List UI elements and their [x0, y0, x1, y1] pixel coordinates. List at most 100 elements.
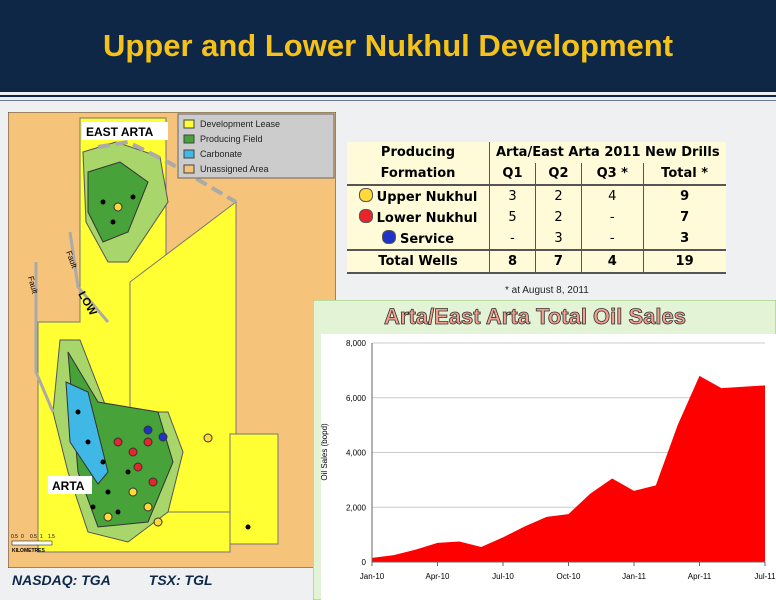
- cell-text: 4: [608, 189, 617, 204]
- table-cell: 2: [534, 185, 582, 207]
- well-markers: [103, 202, 213, 527]
- chart: Arta/East Arta Total Oil Sales Oil Sales…: [313, 300, 776, 600]
- table-row: Upper Nukhul 3 2 4 9: [347, 185, 726, 207]
- cell-text: 7: [553, 254, 563, 269]
- table-cell: 7: [534, 249, 582, 274]
- scale-label: 1: [40, 534, 43, 540]
- cell-text: 3: [554, 231, 563, 246]
- table-cell: 2: [534, 207, 582, 228]
- legend-swatch: [183, 164, 195, 174]
- scale-unit: KILOMETRES: [12, 548, 45, 554]
- cell-text: 19: [675, 254, 694, 269]
- table-cell: 19: [642, 249, 726, 274]
- cell-text: -: [609, 231, 615, 246]
- chart-title: Arta/East Arta Total Oil Sales: [384, 304, 686, 329]
- header-cell: Producing: [347, 142, 490, 163]
- cell-text: Service: [399, 232, 455, 247]
- rule: [0, 100, 776, 101]
- table-row: Total Wells 8 7 4 19: [347, 249, 726, 274]
- ticker: NASDAQ: TGA: [12, 572, 111, 588]
- legend-swatch: [183, 119, 195, 129]
- table-cell: 3: [642, 228, 726, 250]
- cell-text: 3: [680, 231, 690, 246]
- cell-text: 3: [508, 189, 517, 204]
- x-tick-label: Oct-10: [556, 572, 581, 581]
- y-tick-label: 4,000: [346, 449, 367, 458]
- map: Development Lease Producing Field Carbon…: [8, 112, 336, 568]
- cell-text: -: [510, 231, 515, 246]
- scale-label: 1.5: [48, 534, 55, 540]
- cell-text: 8: [507, 254, 517, 269]
- x-tick-label: Apr-10: [425, 572, 450, 581]
- x-tick-label: Jul-10: [492, 572, 514, 581]
- table-cell: 9: [642, 185, 726, 207]
- x-tick-label: Jul-11: [754, 572, 776, 581]
- y-tick-label: 6,000: [346, 394, 367, 403]
- table-cell: 4: [580, 249, 644, 274]
- cell-text: 2: [554, 189, 563, 204]
- y-tick-label: 2,000: [346, 503, 367, 512]
- header-cell: Q1: [489, 163, 536, 186]
- cell-text: -: [609, 210, 615, 225]
- y-tick-label: 0: [362, 558, 367, 567]
- legend-label: Development Lease: [200, 119, 280, 129]
- map-legend: [177, 113, 335, 179]
- cell-text: Upper Nukhul: [376, 190, 478, 205]
- scale-label: 0.5: [11, 534, 18, 540]
- legend-label: Carbonate: [200, 149, 242, 159]
- legend-label: Producing Field: [200, 134, 263, 144]
- table-cell: -: [580, 207, 644, 228]
- header: Upper and Lower Nukhul Development: [0, 0, 776, 92]
- x-tick-label: Jan-11: [622, 572, 646, 581]
- slide-title: Upper and Lower Nukhul Development: [102, 28, 674, 63]
- table-cell: -: [489, 228, 536, 250]
- table-cell: 5: [489, 207, 536, 228]
- field: [87, 161, 149, 243]
- scale-bar: [11, 540, 53, 546]
- cell-text: Total Wells: [378, 254, 458, 269]
- label-box: [48, 476, 92, 494]
- table-cell: 4: [580, 185, 644, 207]
- ticker: TSX: TGL: [148, 572, 213, 588]
- header-row: Formation Q1 Q2 Q3 * Total *: [347, 163, 726, 186]
- table-cell: 3: [489, 185, 536, 207]
- y-axis-label: Oil Sales (bopd): [320, 423, 329, 481]
- table-cell: -: [580, 228, 644, 250]
- scale-label: 0.5: [30, 534, 37, 540]
- fault-line: [34, 262, 55, 413]
- cell-text: 9: [680, 189, 690, 204]
- cell-text: Lower Nukhul: [376, 211, 478, 226]
- legend-swatch: [183, 134, 195, 144]
- header-cell: Q2: [534, 163, 582, 186]
- cell-text: 2: [554, 210, 563, 225]
- table-cell: 3: [534, 228, 582, 250]
- footnote: * at August 8, 2011: [505, 285, 589, 296]
- carbonate: [65, 381, 109, 485]
- row-label: Upper Nukhul: [347, 185, 490, 207]
- boundary: [97, 139, 238, 204]
- area: [372, 375, 765, 562]
- header-cell: Arta/East Arta 2011 New Drills: [488, 142, 726, 163]
- label-box: [82, 122, 168, 140]
- header-row: Producing Arta/East Arta 2011 New Drills: [347, 142, 726, 163]
- header-cell: Total *: [642, 163, 726, 186]
- header-cell: Formation: [347, 163, 490, 186]
- map-label: ARTA: [52, 479, 85, 493]
- legend-dot: [358, 188, 373, 202]
- row-label: Service: [347, 228, 490, 250]
- map-label: EAST ARTA: [86, 125, 154, 139]
- y-tick-label: 8,000: [346, 339, 367, 348]
- cell-text: 5: [508, 210, 517, 225]
- footer: NASDAQ: TGA TSX: TGL: [12, 572, 251, 588]
- row-label: Total Wells: [347, 249, 490, 274]
- legend-dot: [358, 209, 373, 223]
- table-row: Lower Nukhul 5 2 - 7: [347, 207, 726, 228]
- cell-text: 7: [680, 210, 690, 225]
- cell-text: 4: [607, 254, 617, 269]
- legend-dot: [381, 230, 396, 244]
- fault-line: [68, 231, 110, 323]
- drill-table: Producing Arta/East Arta 2011 New Drills F…: [347, 142, 726, 274]
- table-cell: 7: [642, 207, 726, 228]
- x-tick-label: Jan-10: [360, 572, 385, 581]
